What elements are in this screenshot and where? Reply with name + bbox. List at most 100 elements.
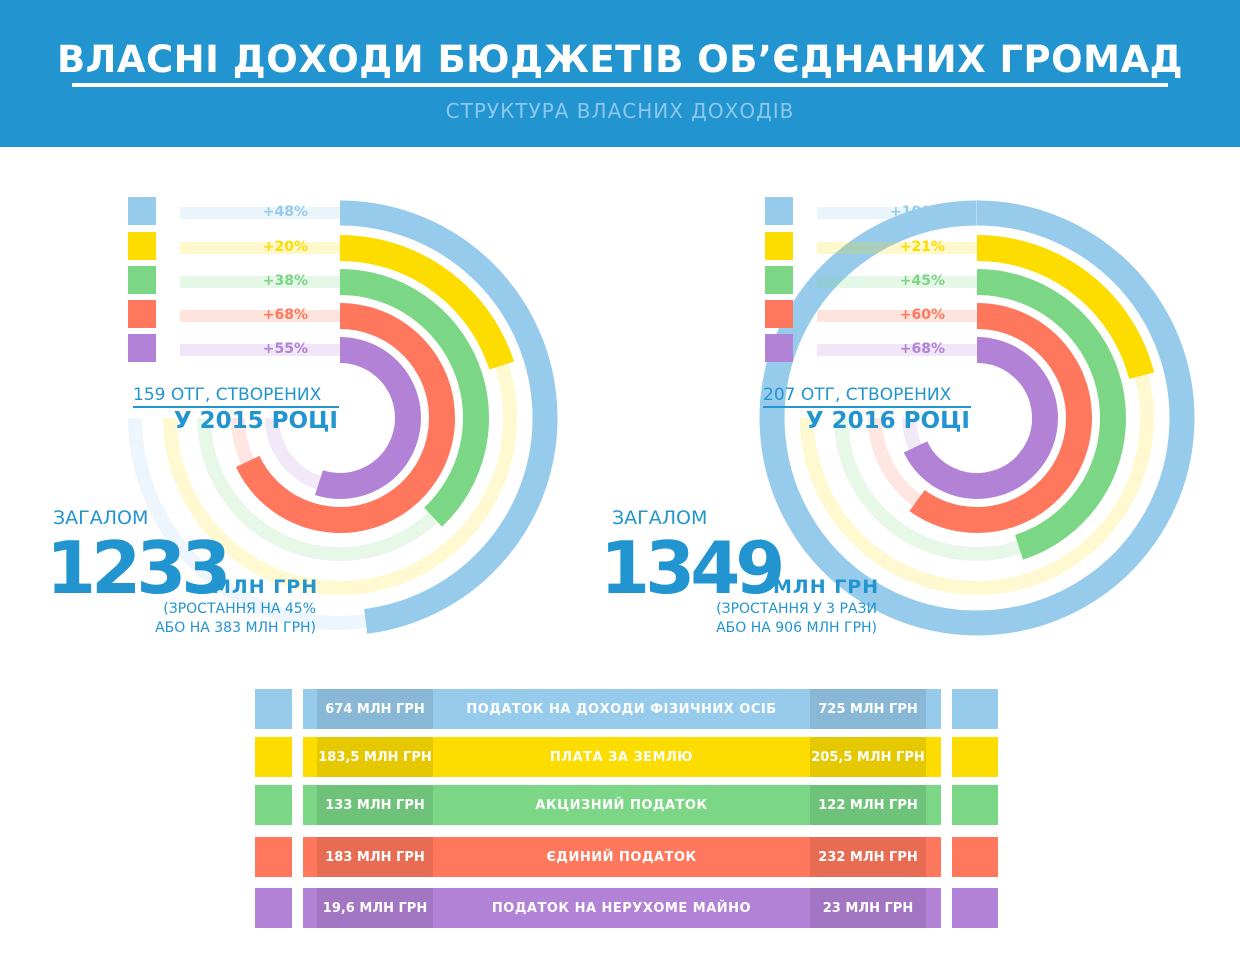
revenue-name: АКЦИЗНИЙ ПОДАТОК [535,797,708,813]
row-swatch-right [952,837,998,877]
arc-track [197,417,438,561]
note-line: АБО НА 906 МЛН ГРН) [716,620,877,636]
value-2016: 205,5 МЛН ГРН [810,737,926,777]
value-2016: 122 МЛН ГРН [810,785,926,825]
legend-swatch [128,197,156,225]
label-strip [180,276,340,288]
arc-track [231,417,255,465]
growth-label: +100% [890,204,945,220]
row-swatch-left [255,689,292,729]
value-2015: 19,6 МЛН ГРН [317,888,433,928]
row-swatch-left [255,837,292,877]
revenue-name: ЄДИНИЙ ПОДАТОК [546,849,697,865]
value-2015: 183 МЛН ГРН [317,837,433,877]
legend-swatch [765,300,793,328]
revenue-name: ПОДАТОК НА НЕРУХОМЕ МАЙНО [491,900,752,916]
label-strip [817,310,977,322]
row-swatch-right [952,888,998,928]
row-swatch-right [952,737,998,777]
legend-swatch [128,266,156,294]
growth-label: +55% [262,341,308,357]
total-unit-2015: МЛН ГРН [212,576,319,598]
legend-swatch [765,232,793,260]
total-label-2016: ЗАГАЛОМ [612,507,708,529]
row-swatch-left [255,737,292,777]
legend-swatch [128,232,156,260]
growth-label: +68% [899,341,945,357]
row-swatch-left [255,888,292,928]
total-note-2016: (ЗРОСТАННЯ У 3 РАЗИ АБО НА 906 МЛН ГРН) [660,600,877,638]
label-strip [180,310,340,322]
legend-swatch [128,334,156,362]
chart-caption-2016: 207 ОТГ, СТВОРЕНИХ [763,385,971,408]
table-row: 133 МЛН ГРН АКЦИЗНИЙ ПОДАТОК 122 МЛН ГРН [0,785,1240,825]
label-strip [180,207,340,219]
arc-track [163,363,517,595]
arc-track [902,417,922,450]
total-unit-2016: МЛН ГРН [773,576,880,598]
table-row: 183,5 МЛН ГРН ПЛАТА ЗА ЗЕМЛЮ 205,5 МЛН Г… [0,737,1240,777]
value-2016: 23 МЛН ГРН [810,888,926,928]
growth-label: +21% [899,239,945,255]
row-bar: 133 МЛН ГРН АКЦИЗНИЙ ПОДАТОК 122 МЛН ГРН [303,785,941,825]
arc-track [834,417,1022,561]
table-row: 19,6 МЛН ГРН ПОДАТОК НА НЕРУХОМЕ МАЙНО 2… [0,888,1240,928]
title-underline [72,83,1168,87]
page-title: ВЛАСНІ ДОХОДИ БЮДЖЕТІВ ОБ’ЄДНАНИХ ГРОМАД [56,38,1184,81]
header-banner: ВЛАСНІ ДОХОДИ БЮДЖЕТІВ ОБ’ЄДНАНИХ ГРОМАД… [0,0,1240,147]
value-2015: 674 МЛН ГРН [317,689,433,729]
legend-swatch [765,334,793,362]
label-strip [817,276,977,288]
growth-label: +20% [262,239,308,255]
growth-label: +45% [899,273,945,289]
arc-bar-2 [339,269,489,527]
table-row: 674 МЛН ГРН ПОДАТОК НА ДОХОДИ ФІЗИЧНИХ О… [0,689,1240,729]
table-row: 183 МЛН ГРН ЄДИНИЙ ПОДАТОК 232 МЛН ГРН [0,837,1240,877]
growth-label: +38% [262,273,308,289]
row-swatch-left [255,785,292,825]
total-value-2016: 1349 [600,526,785,610]
legend-swatch [765,266,793,294]
row-bar: 19,6 МЛН ГРН ПОДАТОК НА НЕРУХОМЕ МАЙНО 2… [303,888,941,928]
arc-bar-3 [235,303,455,533]
row-swatch-right [952,785,998,825]
growth-label: +60% [899,307,945,323]
arc-bar-1 [339,235,515,370]
arc-bar-4 [903,337,1058,499]
value-2015: 133 МЛН ГРН [317,785,433,825]
arc-bar-3 [909,303,1092,533]
arc-bar-0 [339,200,558,634]
value-2015: 183,5 МЛН ГРН [317,737,433,777]
arc-track [265,417,322,490]
label-strip [817,242,977,254]
revenue-name: ПОДАТОК НА ДОХОДИ ФІЗИЧНИХ ОСІБ [466,701,777,717]
total-label-2015: ЗАГАЛОМ [53,507,149,529]
label-strip [180,344,340,356]
arc-track [868,417,922,507]
growth-label: +48% [262,204,308,220]
arc-track [128,417,367,630]
total-value-2015: 1233 [46,526,231,610]
revenue-name: ПЛАТА ЗА ЗЕМЛЮ [549,749,694,765]
arc-track [800,373,1154,595]
row-bar: 674 МЛН ГРН ПОДАТОК НА ДОХОДИ ФІЗИЧНИХ О… [303,689,941,729]
row-bar: 183 МЛН ГРН ЄДИНИЙ ПОДАТОК 232 МЛН ГРН [303,837,941,877]
note-line: (ЗРОСТАННЯ НА 45% [163,601,316,617]
total-note-2015: (ЗРОСТАННЯ НА 45% АБО НА 383 МЛН ГРН) [100,600,316,638]
arc-bar-0 [759,200,1195,636]
growth-label: +68% [262,307,308,323]
value-2016: 232 МЛН ГРН [810,837,926,877]
note-line: (ЗРОСТАННЯ У 3 РАЗИ [716,601,877,617]
legend-swatch [765,197,793,225]
page-subtitle: СТРУКТУРА ВЛАСНИХ ДОХОДІВ [445,99,795,123]
arc-bar-4 [314,337,421,499]
chart-year-2015: У 2015 РОЦІ [173,408,338,434]
arc-bar-1 [976,235,1155,380]
label-strip [817,344,977,356]
arc-bar-2 [976,269,1126,560]
value-2016: 725 МЛН ГРН [810,689,926,729]
chart-year-2016: У 2016 РОЦІ [805,408,970,434]
chart-caption-2015: 159 ОТГ, СТВОРЕНИХ [133,385,339,408]
legend-swatch [128,300,156,328]
